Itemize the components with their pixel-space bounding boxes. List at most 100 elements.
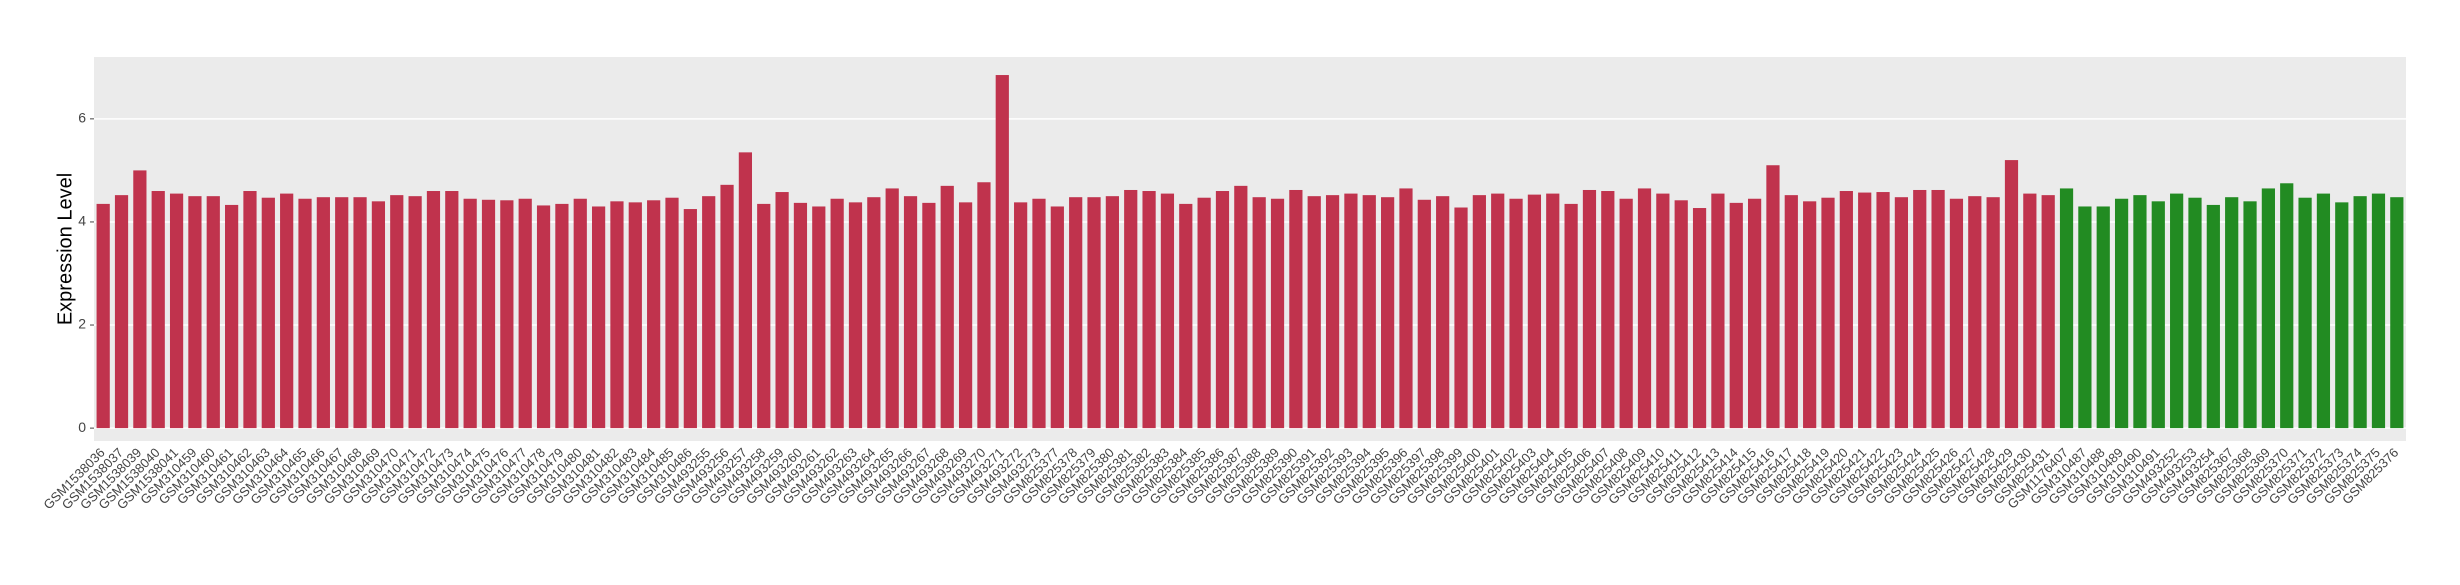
bar — [665, 197, 679, 429]
bar — [958, 202, 973, 429]
bar — [2004, 160, 2019, 429]
bar — [2059, 188, 2074, 429]
bar — [316, 197, 330, 429]
bar — [1784, 195, 1798, 429]
bar — [1069, 197, 1083, 429]
bar — [775, 192, 789, 429]
bar — [977, 182, 991, 429]
bar — [2353, 196, 2367, 429]
bar — [1894, 197, 1909, 429]
bar — [1270, 198, 1285, 429]
bar — [1803, 201, 1817, 429]
bar — [463, 198, 477, 429]
bar — [280, 193, 294, 429]
bar — [445, 191, 459, 429]
bar — [96, 203, 110, 429]
bar — [1087, 197, 1101, 429]
bar — [848, 202, 863, 429]
bar — [1289, 189, 1303, 429]
bar — [1931, 189, 1945, 429]
bar — [1637, 188, 1652, 429]
bar — [1491, 193, 1505, 429]
y-tick-label: 6 — [78, 110, 86, 126]
bar — [1729, 202, 1743, 429]
bar — [2243, 201, 2257, 429]
bar — [1179, 203, 1193, 429]
bar — [2316, 193, 2331, 429]
bar — [2261, 188, 2275, 429]
bar — [1050, 206, 1064, 429]
bar — [1582, 189, 1597, 429]
bar — [867, 197, 881, 429]
bar — [702, 196, 716, 429]
bar — [1913, 189, 1927, 429]
bar — [573, 198, 587, 429]
bar — [940, 185, 954, 429]
bar — [2114, 198, 2129, 429]
bar — [536, 205, 551, 429]
bar — [243, 191, 257, 429]
bar — [2298, 197, 2312, 429]
bar — [995, 75, 1009, 429]
bar — [720, 184, 734, 429]
bar — [2390, 197, 2404, 429]
bar — [371, 201, 386, 429]
bar — [1436, 196, 1450, 429]
bar — [500, 200, 514, 429]
bar — [2133, 195, 2147, 429]
bar — [2225, 197, 2239, 429]
bar — [1417, 199, 1431, 429]
bar — [225, 204, 239, 429]
bar — [1968, 196, 1982, 429]
bar — [1546, 193, 1560, 429]
bar — [812, 206, 826, 429]
bar — [1766, 165, 1780, 429]
bar — [2188, 197, 2202, 429]
bar — [1858, 192, 1872, 429]
bar — [1325, 195, 1340, 429]
bar — [1454, 207, 1468, 429]
bar — [1656, 193, 1670, 429]
bar — [922, 202, 936, 429]
bar — [2335, 202, 2349, 429]
bar — [2041, 195, 2055, 429]
bar — [1307, 196, 1321, 429]
bar — [1876, 192, 1890, 429]
bar — [628, 202, 642, 429]
y-tick-label: 0 — [78, 419, 86, 435]
y-tick-label: 2 — [78, 316, 86, 332]
bar — [1344, 193, 1358, 429]
bar — [206, 196, 220, 429]
bar — [885, 188, 899, 429]
bar — [1399, 188, 1413, 429]
bar — [518, 198, 532, 429]
bar — [1234, 185, 1248, 429]
bar — [1124, 189, 1138, 429]
plot-background — [94, 57, 2406, 441]
bar — [1252, 197, 1266, 429]
bar — [2206, 204, 2220, 429]
bar — [298, 198, 312, 429]
bar — [188, 196, 202, 429]
bar — [1215, 191, 1230, 429]
bar — [610, 201, 624, 429]
bar — [1821, 197, 1835, 429]
bar — [1142, 191, 1156, 429]
bar — [1564, 203, 1578, 429]
bar — [1747, 198, 1762, 429]
bar — [830, 198, 844, 429]
bar — [1986, 197, 2000, 429]
bar — [408, 196, 422, 429]
bar — [591, 206, 606, 429]
bar — [1197, 197, 1211, 429]
y-tick-label: 4 — [78, 213, 86, 229]
bar — [335, 197, 349, 429]
bar — [2280, 183, 2294, 429]
bar — [261, 197, 275, 429]
bar — [426, 191, 441, 429]
bar — [555, 203, 569, 429]
bar — [1362, 195, 1376, 429]
bar — [2023, 193, 2037, 429]
bar — [1674, 200, 1688, 429]
bar — [1014, 202, 1028, 429]
